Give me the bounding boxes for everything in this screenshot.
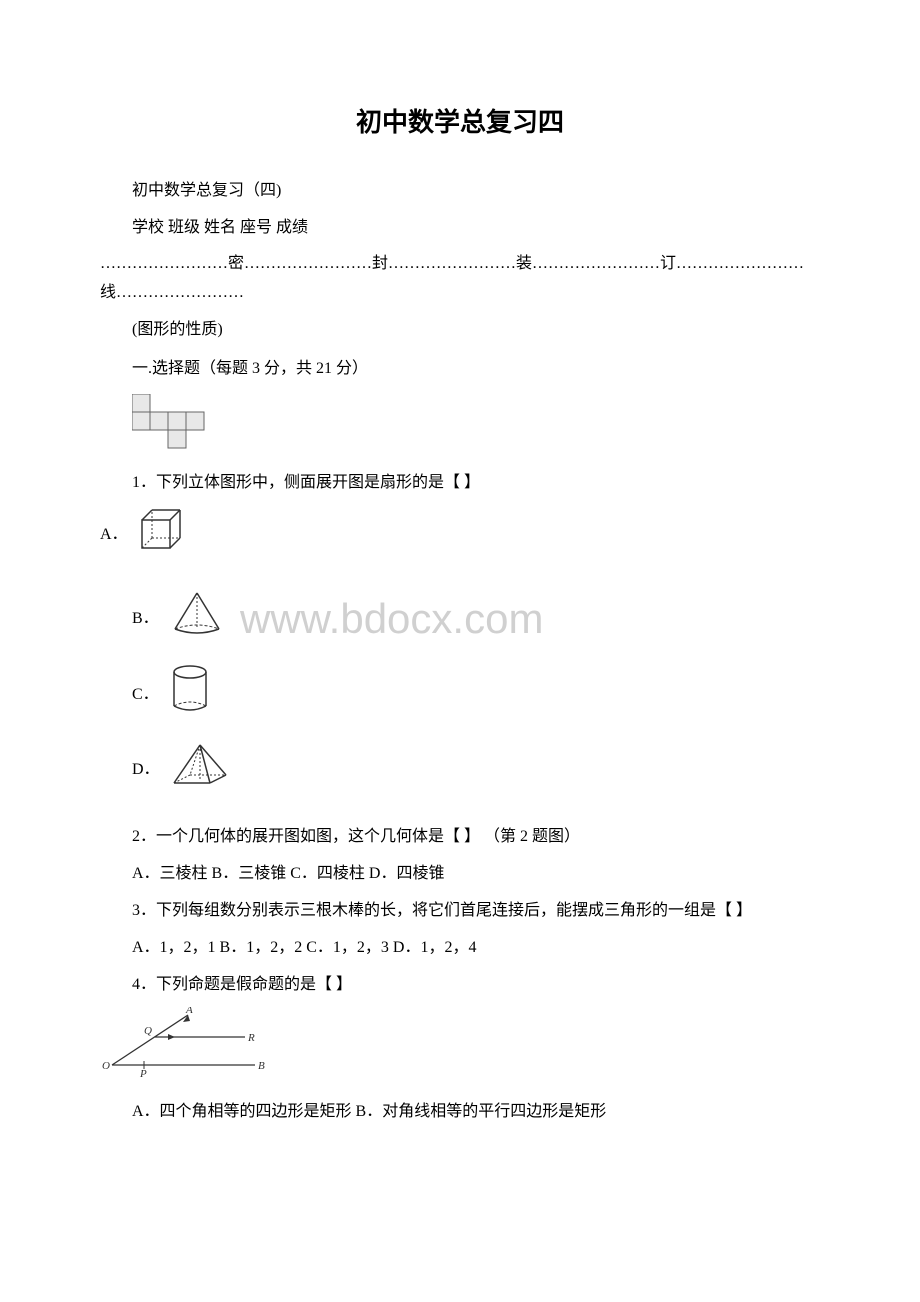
svg-text:B: B [258,1060,265,1072]
question-2-options: A．三棱柱 B．三棱锥 C．四棱柱 D．四棱锥 [100,860,820,889]
q1-option-a-label: A． [100,521,128,550]
cube-icon [136,506,186,565]
svg-text:P: P [139,1068,147,1077]
header-info-line: 学校 班级 姓名 座号 成绩 [100,214,820,243]
question-1-text: 1．下列立体图形中，侧面展开图是扇形的是【 】 [100,469,820,498]
q1-option-d: D． [100,741,820,800]
section-1-heading: 一.选择题（每题 3 分，共 21 分） [100,355,820,384]
net-unfold-figure [132,394,820,460]
topic-line: (图形的性质) [100,316,820,345]
svg-text:O: O [102,1060,110,1072]
svg-text:R: R [247,1032,255,1044]
q1-option-b: B． [100,589,820,650]
angle-diagram-figure: A Q R O P B [100,1007,820,1088]
svg-text:A: A [185,1007,193,1016]
q1-option-b-label: B． [132,605,159,634]
page-title: 初中数学总复习四 [100,100,820,147]
question-3-options: A．1，2，1 B．1，2，2 C．1，2，3 D．1，2，4 [100,934,820,963]
cone-icon [167,589,227,650]
q1-option-c: C． [100,662,820,729]
cylinder-icon [167,662,213,729]
question-2-text: 2．一个几何体的展开图如图，这个几何体是【 】 （第 2 题图） [100,823,820,852]
q1-option-a: A． [100,506,820,565]
question-4-text: 4．下列命题是假命题的是【 】 [100,971,820,1000]
svg-text:Q: Q [144,1025,152,1037]
question-4-options-ab: A．四个角相等的四边形是矩形 B．对角线相等的平行四边形是矩形 [100,1098,820,1127]
q1-option-d-label: D． [132,756,160,785]
document-content: 初中数学总复习四 初中数学总复习（四) 学校 班级 姓名 座号 成绩 ……………… [100,100,820,1127]
seal-line: ……………………密……………………封……………………装……………………订…………… [100,250,820,308]
subtitle: 初中数学总复习（四) [100,177,820,206]
pyramid-icon [168,741,232,800]
q1-option-c-label: C． [132,681,159,710]
question-3-text: 3．下列每组数分别表示三根木棒的长，将它们首尾连接后，能摆成三角形的一组是【 】 [100,897,820,926]
